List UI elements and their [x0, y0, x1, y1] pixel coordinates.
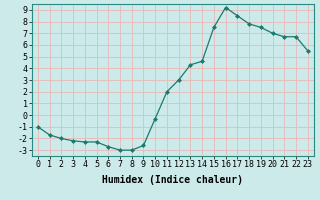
- X-axis label: Humidex (Indice chaleur): Humidex (Indice chaleur): [102, 175, 243, 185]
